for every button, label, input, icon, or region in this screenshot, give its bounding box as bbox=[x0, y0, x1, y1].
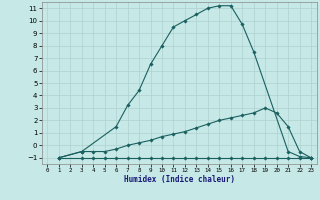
X-axis label: Humidex (Indice chaleur): Humidex (Indice chaleur) bbox=[124, 175, 235, 184]
